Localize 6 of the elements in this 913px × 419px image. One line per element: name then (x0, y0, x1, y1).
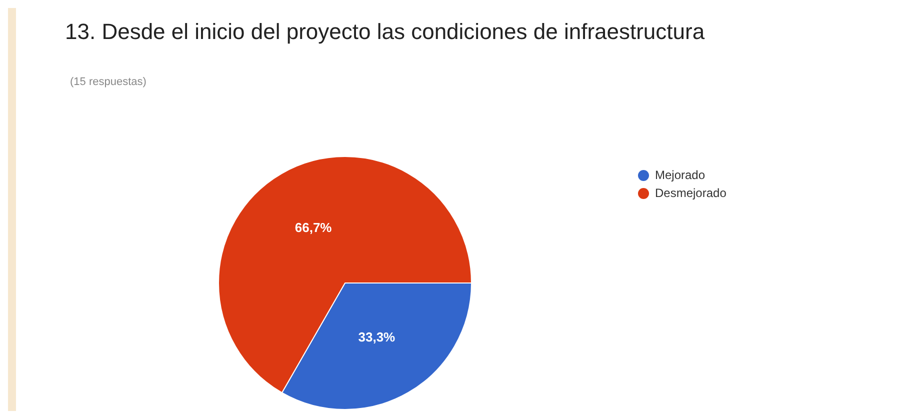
data-label: 66,7% (294, 220, 332, 235)
chart-title: 13. Desde el inicio del proyecto las condiciones de infraestructura (65, 18, 706, 46)
legend-label: Desmejorado (655, 186, 726, 200)
text: (15 respuestas) (70, 76, 146, 88)
legend-label: Mejorado (655, 168, 706, 182)
data-label: 33,3% (358, 329, 396, 344)
